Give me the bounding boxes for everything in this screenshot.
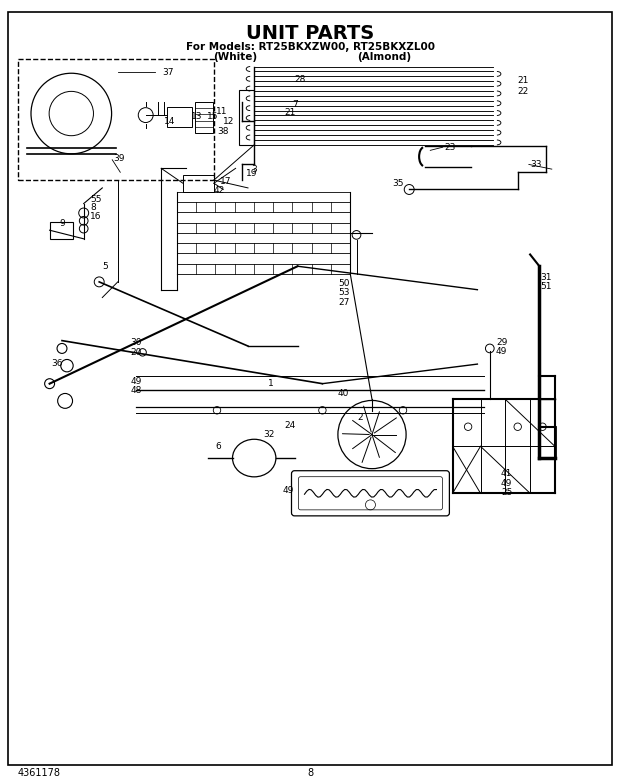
Text: 28: 28 xyxy=(294,75,306,85)
Bar xyxy=(183,175,214,192)
Text: 17: 17 xyxy=(220,177,232,186)
Text: 6: 6 xyxy=(216,442,221,451)
Bar xyxy=(239,90,254,145)
Text: 53: 53 xyxy=(338,288,350,298)
Text: 55: 55 xyxy=(90,195,102,204)
Text: 3: 3 xyxy=(251,165,257,175)
Text: 38: 38 xyxy=(217,127,229,136)
Text: 49: 49 xyxy=(496,347,507,356)
Text: 13: 13 xyxy=(191,112,203,121)
Text: 24: 24 xyxy=(284,421,295,431)
Text: 7: 7 xyxy=(293,99,298,109)
Text: 35: 35 xyxy=(392,179,404,188)
Text: 49: 49 xyxy=(130,377,141,386)
Bar xyxy=(167,107,192,127)
Text: 42: 42 xyxy=(214,186,225,195)
Text: 2: 2 xyxy=(358,413,363,422)
Text: 9: 9 xyxy=(59,219,64,229)
Text: 21: 21 xyxy=(284,108,295,117)
Text: 12: 12 xyxy=(223,117,234,126)
Text: 31: 31 xyxy=(541,272,552,282)
Text: 23: 23 xyxy=(444,143,455,152)
Text: 36: 36 xyxy=(51,359,63,368)
Text: 11: 11 xyxy=(216,106,228,116)
Text: 4361178: 4361178 xyxy=(18,768,61,778)
Text: 37: 37 xyxy=(162,67,174,77)
Text: 21: 21 xyxy=(518,76,529,85)
Text: 49: 49 xyxy=(282,486,293,496)
Text: 32: 32 xyxy=(264,430,275,439)
Text: 5: 5 xyxy=(102,262,108,271)
Text: 19: 19 xyxy=(246,169,258,179)
Text: 15: 15 xyxy=(207,112,219,121)
Bar xyxy=(195,102,213,133)
Text: 49: 49 xyxy=(501,478,512,488)
Text: 20: 20 xyxy=(130,348,141,357)
Text: 8: 8 xyxy=(90,203,95,212)
FancyArrowPatch shape xyxy=(364,406,371,432)
Bar xyxy=(18,59,214,180)
Text: 16: 16 xyxy=(90,211,102,221)
FancyArrowPatch shape xyxy=(374,418,396,433)
FancyArrowPatch shape xyxy=(362,437,371,463)
Text: 25: 25 xyxy=(501,488,512,497)
Text: 50: 50 xyxy=(338,279,350,288)
Text: 14: 14 xyxy=(164,117,175,126)
Text: 27: 27 xyxy=(338,298,349,307)
Text: 41: 41 xyxy=(501,469,512,478)
Text: 29: 29 xyxy=(496,337,507,347)
Text: 22: 22 xyxy=(518,87,529,96)
Text: 51: 51 xyxy=(541,282,552,291)
Text: 33: 33 xyxy=(530,160,542,169)
Text: 48: 48 xyxy=(130,386,141,395)
Text: UNIT PARTS: UNIT PARTS xyxy=(246,24,374,43)
Text: 30: 30 xyxy=(130,338,142,348)
FancyArrowPatch shape xyxy=(374,436,396,453)
Text: (White): (White) xyxy=(213,52,258,62)
Text: 8: 8 xyxy=(307,768,313,778)
Text: 40: 40 xyxy=(338,388,349,398)
Bar xyxy=(50,222,73,239)
Text: For Models: RT25BKXZW00, RT25BKXZL00: For Models: RT25BKXZW00, RT25BKXZL00 xyxy=(185,42,435,52)
Text: 39: 39 xyxy=(113,153,125,163)
Text: 1: 1 xyxy=(268,379,273,388)
Text: (Almond): (Almond) xyxy=(357,52,412,62)
